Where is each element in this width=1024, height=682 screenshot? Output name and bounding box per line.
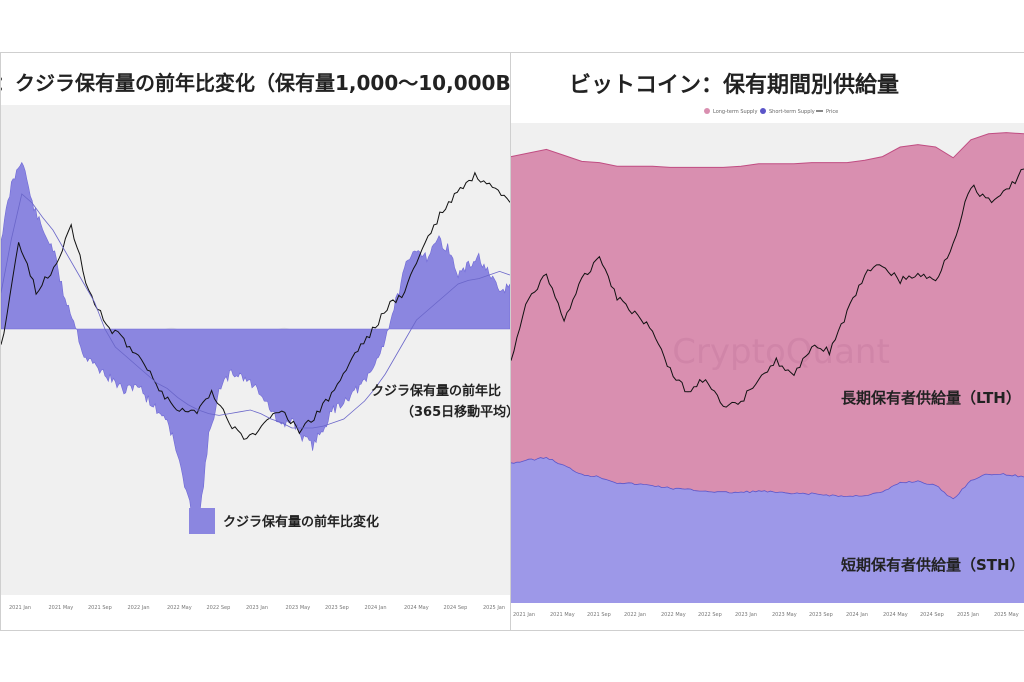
watermark: CryptoQuant [672,332,890,372]
x-tick-label: 2021 May [550,612,575,618]
lth-top-line [511,132,1024,168]
yoy-area-shape [1,161,510,527]
legend-price: Price [826,109,838,115]
x-tick-label: 2021 May [49,605,74,611]
x-tick-label: 2024 Sep [920,612,944,618]
x-tick-label: 2023 Jan [246,605,268,611]
x-tick-label: 2025 Jan [483,605,505,611]
whale-chart-panel: ：クジラ保有量の前年比変化（保有量1,000〜10,000BTC） Crypto… [0,52,511,631]
price-line-path [511,168,1024,408]
sth-label: 短期保有者供給量（STH） [841,556,1024,574]
x-tick-label: 2025 May [994,612,1019,618]
supply-chart-svg: Long-term Supply Short-term Supply Price… [511,108,1024,618]
x-tick-label: 2021 Sep [587,612,611,618]
x-tick-label: 2022 May [661,612,686,618]
ma-line-path [1,193,510,429]
x-tick-label: 2024 Jan [846,612,868,618]
annotation-line-2: （365日移動平均） [401,404,510,420]
price-line-path [1,171,510,440]
legend-label: クジラ保有量の前年比変化 [223,514,379,530]
sth-top-line [511,456,1024,500]
x-tick-label: 2024 May [883,612,908,618]
whale-chart-svg: CryptoQuant クジラ保有量の前年比 （365日移動平均） クジラ保有量… [1,105,510,611]
x-axis-ticks: 2021 Jan 2021 May 2021 Sep 2022 Jan 2022 May… [513,612,1019,618]
x-tick-label: 2022 Sep [698,612,722,618]
price-line [1,171,510,440]
legend-lth: Long-term Supply [713,109,757,115]
x-tick-label: 2022 Jan [624,612,646,618]
chart-legend: Long-term Supply Short-term Supply Price [704,108,838,115]
whale-chart-title: ：クジラ保有量の前年比変化（保有量1,000〜10,000BTC） [0,71,511,95]
whale-yoy-area [1,161,510,527]
supply-chart-panel: ビットコイン：保有期間別供給量 Long-term Supply Short-t… [510,52,1024,631]
annotation-line-1: クジラ保有量の前年比 [371,383,501,399]
x-tick-label: 2022 May [167,605,192,611]
x-tick-label: 2022 Sep [207,605,231,611]
x-tick-label: 2021 Sep [88,605,112,611]
x-tick-label: 2024 May [404,605,429,611]
x-tick-label: 2021 Jan [9,605,31,611]
x-tick-label: 2022 Jan [128,605,150,611]
x-tick-label: 2023 May [286,605,311,611]
legend-swatch [189,508,215,534]
x-tick-label: 2021 Jan [513,612,535,618]
x-tick-label: 2024 Sep [444,605,468,611]
supply-areas [511,132,1024,603]
x-tick-label: 2024 Jan [365,605,387,611]
x-tick-label: 2023 Jan [735,612,757,618]
supply-chart-title: ビットコイン：保有期間別供給量 [569,73,900,98]
sth-area-shape [511,457,1024,603]
x-tick-label: 2023 Sep [325,605,349,611]
price-line [511,168,1024,408]
x-tick-label: 2025 Jan [957,612,979,618]
moving-average-line [1,193,510,429]
x-axis-ticks: 2021 Jan 2021 May 2021 Sep 2022 Jan 2022 May… [9,605,505,611]
lth-label: 長期保有者供給量（LTH） [841,389,1021,407]
x-tick-label: 2023 Sep [809,612,833,618]
x-tick-label: 2023 May [772,612,797,618]
legend-sth: Short-term Supply [769,109,815,115]
